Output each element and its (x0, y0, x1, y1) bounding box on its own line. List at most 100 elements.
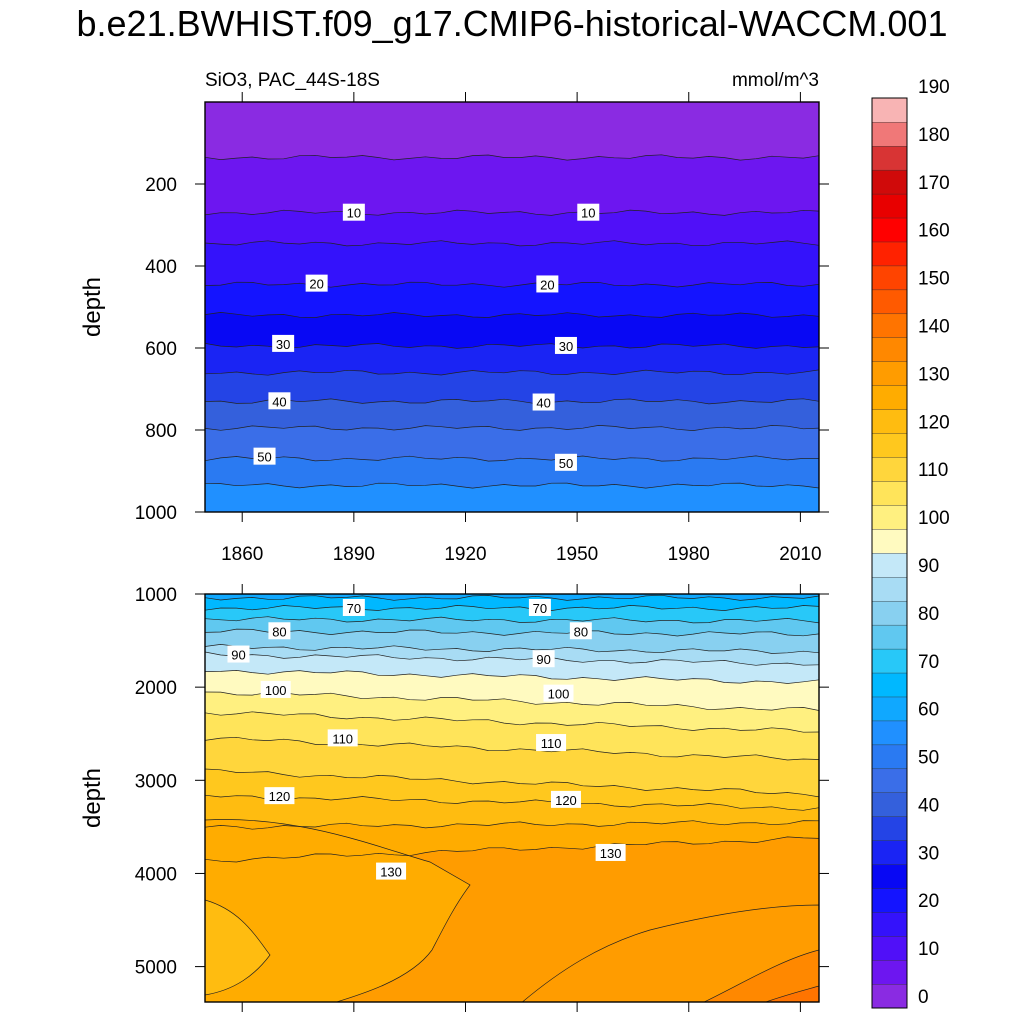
contour-line (205, 605, 819, 611)
colorbar-box (871, 121, 908, 147)
contour-line (205, 369, 819, 376)
contour-label: 100 (260, 680, 291, 698)
y-tick-label: 200 (145, 175, 177, 196)
colorbar-box (871, 193, 908, 219)
svg-text:130: 130 (600, 846, 622, 861)
contour-label: 50 (253, 447, 276, 465)
svg-text:120: 120 (269, 789, 291, 804)
contour-label: 90 (227, 645, 250, 663)
band-fill (704, 950, 819, 1002)
colorbar: 0 10 20 30 40 50 60 70 80 90 100 110 120 130 140 150 160… (871, 77, 950, 1009)
colorbar-box (871, 145, 908, 171)
chart-title: b.e21.BWHIST.f09_g17.CMIP6-historical-WA… (77, 3, 948, 44)
colorbar-box (871, 552, 908, 578)
colorbar-tick-label: 100 (918, 508, 950, 529)
colorbar-box (871, 337, 908, 362)
colorbar-box (871, 361, 908, 386)
colorbar-box (871, 457, 908, 482)
contour-label: 70 (528, 598, 551, 616)
svg-text:20: 20 (540, 277, 554, 292)
contour-label: 50 (554, 453, 577, 471)
colorbar-box (871, 289, 908, 315)
contour-line (205, 836, 819, 863)
colorbar-box (871, 241, 908, 267)
x-tick-label: 1950 (556, 544, 598, 565)
colorbar-box (871, 744, 908, 770)
x-tick-label: 1890 (333, 544, 375, 565)
colorbar-box (871, 528, 908, 554)
colorbar-box (871, 313, 908, 338)
colorbar-tick-label: 70 (918, 652, 939, 673)
contour-label: 30 (554, 336, 577, 354)
colorbar-box (871, 600, 908, 626)
colorbar-box (871, 97, 908, 123)
colorbar-box (871, 480, 908, 506)
bottom-axis-ticks: 1000 2000 3000 4000 5000 (135, 584, 829, 1012)
svg-text:90: 90 (536, 652, 550, 667)
colorbar-tick-label: 50 (918, 748, 939, 769)
y-tick-label: 800 (145, 421, 177, 442)
svg-text:80: 80 (574, 624, 588, 639)
contour-line (205, 425, 819, 431)
contour-line (205, 482, 819, 489)
top-subtitle-left: SiO3, PAC_44S-18S (205, 70, 380, 91)
contour-line (205, 398, 819, 405)
colorbar-tick-label: 130 (918, 364, 950, 385)
contour-line (205, 616, 819, 624)
contour-line (205, 455, 819, 462)
contour-label: 110 (536, 734, 567, 752)
top-ylabel: depth (79, 277, 106, 337)
svg-text:20: 20 (309, 277, 323, 292)
colorbar-tick-label: 10 (918, 939, 939, 960)
contour-line (205, 343, 819, 349)
svg-text:110: 110 (332, 731, 353, 746)
band-fill (522, 905, 819, 1002)
colorbar-tick-label: 110 (918, 460, 948, 481)
colorbar-tick-label: 150 (918, 269, 950, 290)
contour-label: 120 (264, 787, 295, 805)
colorbar-box (871, 433, 908, 458)
contour-line (205, 209, 819, 216)
colorbar-box (871, 696, 908, 722)
colorbar-tick-label: 170 (918, 173, 950, 194)
contour-label: 80 (569, 622, 592, 640)
contour-label: 100 (543, 684, 574, 702)
band-fill (205, 900, 270, 995)
colorbar-box (871, 648, 908, 674)
colorbar-box (871, 935, 908, 961)
svg-text:30: 30 (276, 337, 290, 352)
colorbar-box (871, 983, 908, 1009)
y-tick-label: 600 (145, 339, 177, 360)
top-color-bands (205, 102, 819, 512)
colorbar-box (871, 720, 908, 746)
contour-line (764, 985, 819, 1002)
colorbar-box (871, 959, 908, 985)
contour-line (205, 711, 819, 733)
colorbar-tick-label: 160 (918, 221, 950, 242)
contour-line (205, 644, 819, 654)
colorbar-tick-label: 20 (918, 891, 939, 912)
colorbar-tick-label: 180 (918, 125, 950, 146)
contour-label: 40 (268, 392, 291, 410)
colorbar-box (871, 385, 908, 410)
svg-text:40: 40 (536, 396, 550, 411)
contour-label: 110 (327, 729, 358, 747)
colorbar-tick-label: 190 (918, 77, 950, 98)
colorbar-box (871, 792, 908, 817)
contour-line (205, 594, 819, 601)
svg-text:90: 90 (231, 648, 245, 663)
x-tick-label: 1860 (221, 544, 263, 565)
top-plot-frame (204, 101, 820, 513)
contour-label: 20 (536, 275, 559, 293)
contour-line (205, 768, 819, 798)
colorbar-frame (871, 97, 908, 1009)
contour-line (205, 899, 271, 996)
colorbar-box (871, 409, 908, 434)
colorbar-box (871, 504, 908, 530)
contour-label: 120 (550, 790, 581, 808)
svg-text:70: 70 (533, 601, 547, 616)
colorbar-box (871, 169, 908, 195)
bottom-panel: 70 70 80 80 90 90 100 100 110 110 120 120 130 130 100… (79, 584, 829, 1012)
colorbar-tick-label: 140 (918, 317, 950, 338)
band-fill (205, 483, 819, 512)
